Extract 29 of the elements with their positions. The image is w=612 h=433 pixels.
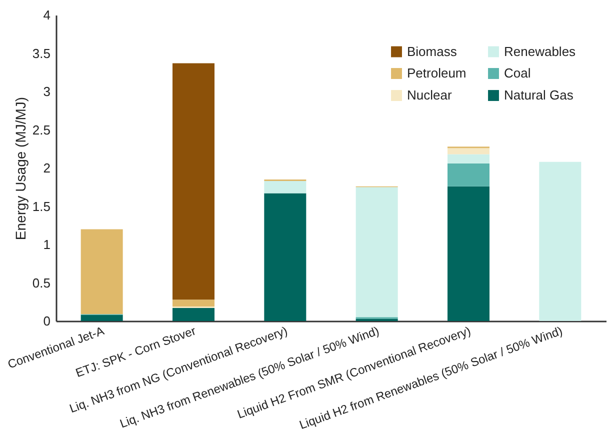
bar <box>80 229 123 314</box>
bar <box>448 154 490 164</box>
bar <box>356 187 398 318</box>
y-tick-label: 3.5 <box>32 46 50 61</box>
legend-label: Petroleum <box>407 66 466 80</box>
y-tick-label: 1 <box>43 237 50 252</box>
bar <box>448 163 490 186</box>
bar <box>172 308 214 321</box>
bar <box>172 63 214 300</box>
bar <box>448 148 490 154</box>
bar <box>80 314 123 321</box>
y-axis-title: Energy Usage (MJ/MJ) <box>12 96 28 240</box>
bar <box>539 162 582 321</box>
bar <box>264 193 306 321</box>
legend-label: Coal <box>504 66 531 80</box>
legend-label: Biomass <box>407 44 458 59</box>
y-tick-label: 0 <box>43 314 50 328</box>
y-tick-label: 1.5 <box>32 198 50 214</box>
bar <box>172 300 214 306</box>
y-tick-label: 3 <box>43 84 50 99</box>
y-tick-label: 4 <box>43 8 50 22</box>
legend-label: Natural Gas <box>504 88 574 102</box>
legend-label: Nuclear <box>407 88 452 102</box>
y-tick-label: 2.5 <box>32 122 50 138</box>
legend-label: Renewables <box>504 44 576 59</box>
bar <box>448 186 490 321</box>
y-tick-label: 0.5 <box>32 275 50 290</box>
bar <box>264 181 306 194</box>
y-tick-label: 2 <box>43 160 50 176</box>
